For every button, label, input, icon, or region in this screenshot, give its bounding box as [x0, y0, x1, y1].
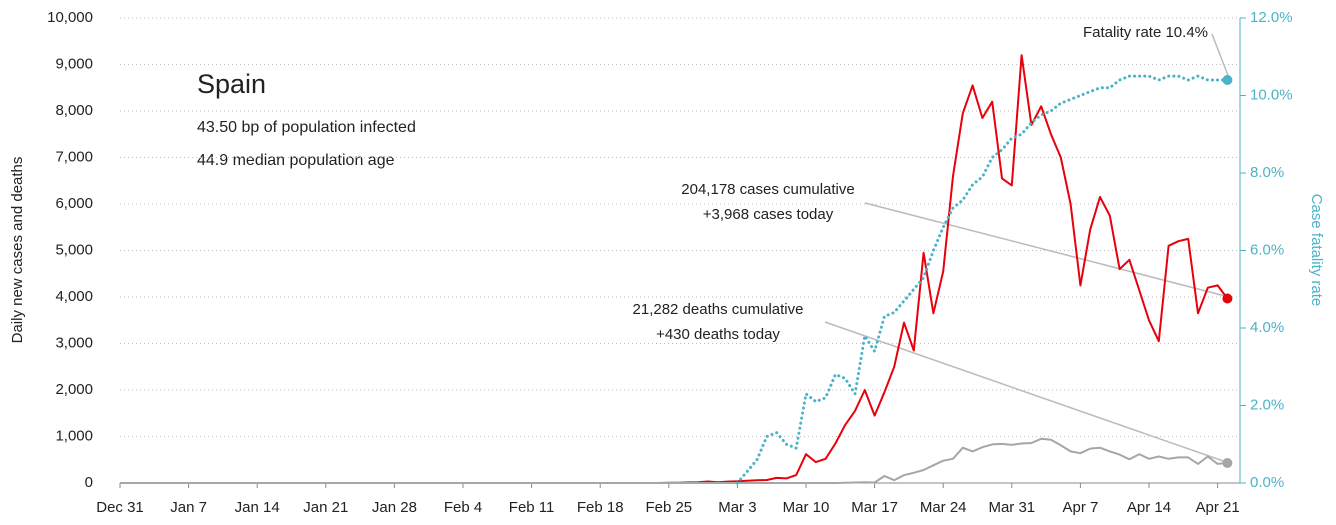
- y-tick-label: 9,000: [55, 55, 93, 72]
- y2-tick-label: 8.0%: [1250, 164, 1284, 181]
- x-tick-label: Feb 4: [444, 499, 482, 516]
- y2-axis-label: Case fatality rate: [1308, 194, 1325, 307]
- x-tick-label: Mar 17: [851, 499, 898, 516]
- x-tick-label: Mar 3: [718, 499, 756, 516]
- annotation: 204,178 cases cumulative: [681, 181, 854, 198]
- x-tick-label: Feb 18: [577, 499, 624, 516]
- x-tick-label: Apr 21: [1195, 499, 1239, 516]
- y-axis-label: Daily new cases and deaths: [9, 157, 26, 344]
- y-tick-label: 7,000: [55, 148, 93, 165]
- x-tick-label: Apr 7: [1062, 499, 1098, 516]
- y-tick-label: 5,000: [55, 241, 93, 258]
- annotation: Fatality rate 10.4%: [1083, 24, 1208, 41]
- y-tick-label: 2,000: [55, 381, 93, 398]
- y2-tick-label: 10.0%: [1250, 86, 1293, 103]
- x-tick-label: Dec 31: [96, 499, 144, 516]
- series-line: [120, 437, 1228, 484]
- y-tick-label: 3,000: [55, 334, 93, 351]
- y2-tick-label: 12.0%: [1250, 9, 1293, 26]
- chart-title: Spain: [197, 69, 266, 99]
- y2-tick-label: 6.0%: [1250, 241, 1284, 258]
- leader-line: [864, 202, 1230, 298]
- subtitle: 43.50 bp of population infected: [197, 119, 416, 136]
- x-tick-label: Mar 24: [920, 499, 967, 516]
- subtitle: 44.9 median population age: [197, 152, 395, 169]
- leader-line: [1211, 33, 1230, 79]
- x-tick-label: Apr 14: [1127, 499, 1171, 516]
- x-tick-label: Jan 7: [170, 499, 207, 516]
- end-point: [1222, 293, 1233, 304]
- annotation: 21,282 deaths cumulative: [633, 301, 804, 318]
- end-point: [1222, 458, 1233, 469]
- annotation: +430 deaths today: [656, 326, 780, 343]
- y-tick-label: 4,000: [55, 288, 93, 305]
- y-tick-label: 6,000: [55, 195, 93, 212]
- x-tick-label: Jan 21: [303, 499, 348, 516]
- x-tick-label: Mar 10: [783, 499, 830, 516]
- end-point: [1222, 75, 1233, 85]
- annotation: +3,968 cases today: [703, 206, 834, 223]
- y2-tick-label: 2.0%: [1250, 396, 1284, 413]
- y2-tick-label: 4.0%: [1250, 319, 1284, 336]
- y-tick-label: 8,000: [55, 102, 93, 119]
- y-tick-label: 10,000: [47, 9, 93, 26]
- x-tick-label: Feb 25: [645, 499, 692, 516]
- y2-tick-label: 0.0%: [1250, 474, 1284, 491]
- x-tick-label: Jan 28: [372, 499, 417, 516]
- series-line: [735, 74, 1229, 485]
- leader-line: [824, 321, 1230, 464]
- y-tick-label: 0: [85, 474, 93, 491]
- y-tick-label: 1,000: [55, 427, 93, 444]
- x-tick-label: Mar 31: [988, 499, 1035, 516]
- x-tick-label: Jan 14: [235, 499, 280, 516]
- x-tick-label: Feb 11: [509, 499, 555, 516]
